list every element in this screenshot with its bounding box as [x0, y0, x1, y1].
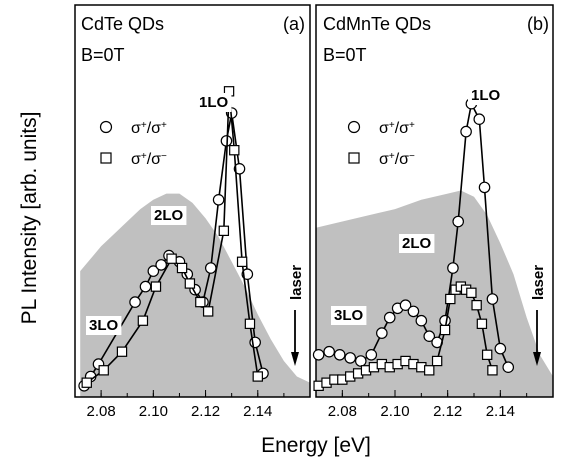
data-point-square [431, 355, 443, 367]
data-point-circle [147, 265, 160, 277]
data-point-square [184, 278, 196, 289]
data-point-circle [344, 352, 357, 364]
data-point-square [116, 346, 128, 357]
data-point-circle [439, 314, 451, 327]
peak-label: 1LO [199, 94, 229, 111]
data-point-circle [312, 348, 325, 361]
data-point-circle [212, 194, 225, 206]
panel-frame [315, 4, 554, 398]
peak-label-bg [468, 86, 504, 105]
y-axis-title: PL Intensity [arb. units] [18, 112, 41, 325]
data-point-square [176, 262, 188, 274]
data-point-circle [383, 311, 396, 324]
data-point-square [252, 371, 263, 382]
panel-frame [74, 4, 311, 398]
peak-label-bg [151, 206, 187, 225]
laser-label: laser [530, 265, 547, 300]
series-line [86, 91, 259, 384]
legend-marker-circle [347, 120, 361, 134]
data-point-circle [376, 327, 388, 339]
data-point-circle [494, 342, 507, 355]
legend-label: σ+/σ+ [379, 120, 415, 138]
panel-a: 2.08 2.10 2.12 2.14 CdTe QDs B=0T (a) σ+/σ+ σ+/σ… [74, 4, 311, 420]
legend-marker-square [348, 152, 360, 164]
data-point-square [218, 225, 230, 236]
x-tick-label: 2.14 [243, 403, 272, 420]
data-point-square [424, 365, 435, 376]
panel-letter: (b) [527, 14, 549, 34]
x-tick-label: 2.08 [87, 403, 116, 420]
peak-label-bg [399, 234, 435, 253]
data-point-circle [447, 262, 459, 274]
data-point-circle [365, 348, 378, 361]
data-point-square [481, 349, 493, 361]
data-point-circle [415, 314, 428, 327]
data-point-square [150, 281, 162, 292]
x-tick-label: 2.08 [328, 403, 357, 420]
x-tick-label: 2.14 [486, 403, 515, 420]
data-point-circle [204, 262, 217, 274]
data-point-square [229, 145, 240, 156]
data-point-circle [478, 181, 491, 194]
data-point-circle [502, 361, 515, 373]
data-point-square [81, 377, 92, 388]
peak-label-bg [196, 93, 232, 112]
data-point-circle [354, 355, 367, 367]
data-point-circle [460, 125, 472, 138]
data-point-square [466, 287, 477, 299]
x-tick-label: 2.12 [433, 403, 462, 420]
peak-label: 2LO [402, 235, 432, 252]
data-point-square [487, 365, 498, 376]
panel-condition: B=0T [323, 45, 367, 65]
data-point-square [244, 318, 256, 330]
data-point-circle [452, 215, 464, 228]
x-tick-label: 2.10 [380, 403, 409, 420]
data-point-circle [407, 305, 420, 318]
x-tick-label: 2.12 [191, 403, 220, 420]
data-point-circle [155, 259, 167, 271]
peak-label: 2LO [154, 207, 184, 224]
laser-arrow-head [533, 352, 541, 366]
legend-label: σ+/σ− [379, 151, 415, 169]
laser-label: laser [288, 265, 305, 300]
data-point-circle [333, 348, 346, 361]
data-point-square [445, 293, 456, 305]
panel-letter: (a) [283, 14, 305, 34]
data-point-square [137, 315, 149, 326]
legend-label: σ+/σ− [131, 151, 167, 169]
panel-condition: B=0T [81, 45, 125, 65]
legend-marker-square [100, 152, 112, 164]
data-point-circle [323, 345, 335, 358]
data-point-circle [129, 296, 141, 308]
data-point-square [236, 256, 248, 268]
panel-title: CdTe QDs [81, 14, 164, 34]
data-point-circle [139, 280, 152, 293]
x-axis-title: Energy [eV] [261, 434, 371, 457]
laser-arrow-head [291, 352, 299, 366]
data-point-circle [473, 113, 486, 125]
data-point-circle [233, 163, 246, 175]
peak-label-bg [86, 316, 122, 335]
data-point-circle [423, 330, 436, 342]
x-tick-label: 2.10 [139, 403, 168, 420]
data-point-square [439, 324, 451, 336]
legend-label: σ+/σ+ [131, 120, 167, 138]
data-point-square [476, 318, 488, 330]
peak-label-bg [331, 306, 367, 325]
panel-title: CdMnTe QDs [323, 14, 431, 34]
data-point-square [195, 296, 206, 308]
legend-marker-circle [99, 120, 113, 134]
data-point-circle [486, 293, 499, 305]
data-point-square [98, 365, 109, 376]
peak-label: 1LO [471, 87, 501, 104]
panel-b: 2.08 2.10 2.12 2.14 CdMnTe QDs B=0T (b) σ+/σ+ σ+… [312, 4, 554, 420]
data-point-circle [399, 299, 412, 311]
data-point-square [202, 306, 214, 317]
data-point-square [471, 300, 482, 311]
data-point-square [166, 253, 177, 264]
peak-label: 3LO [89, 317, 119, 334]
peak-label: 3LO [334, 307, 364, 324]
